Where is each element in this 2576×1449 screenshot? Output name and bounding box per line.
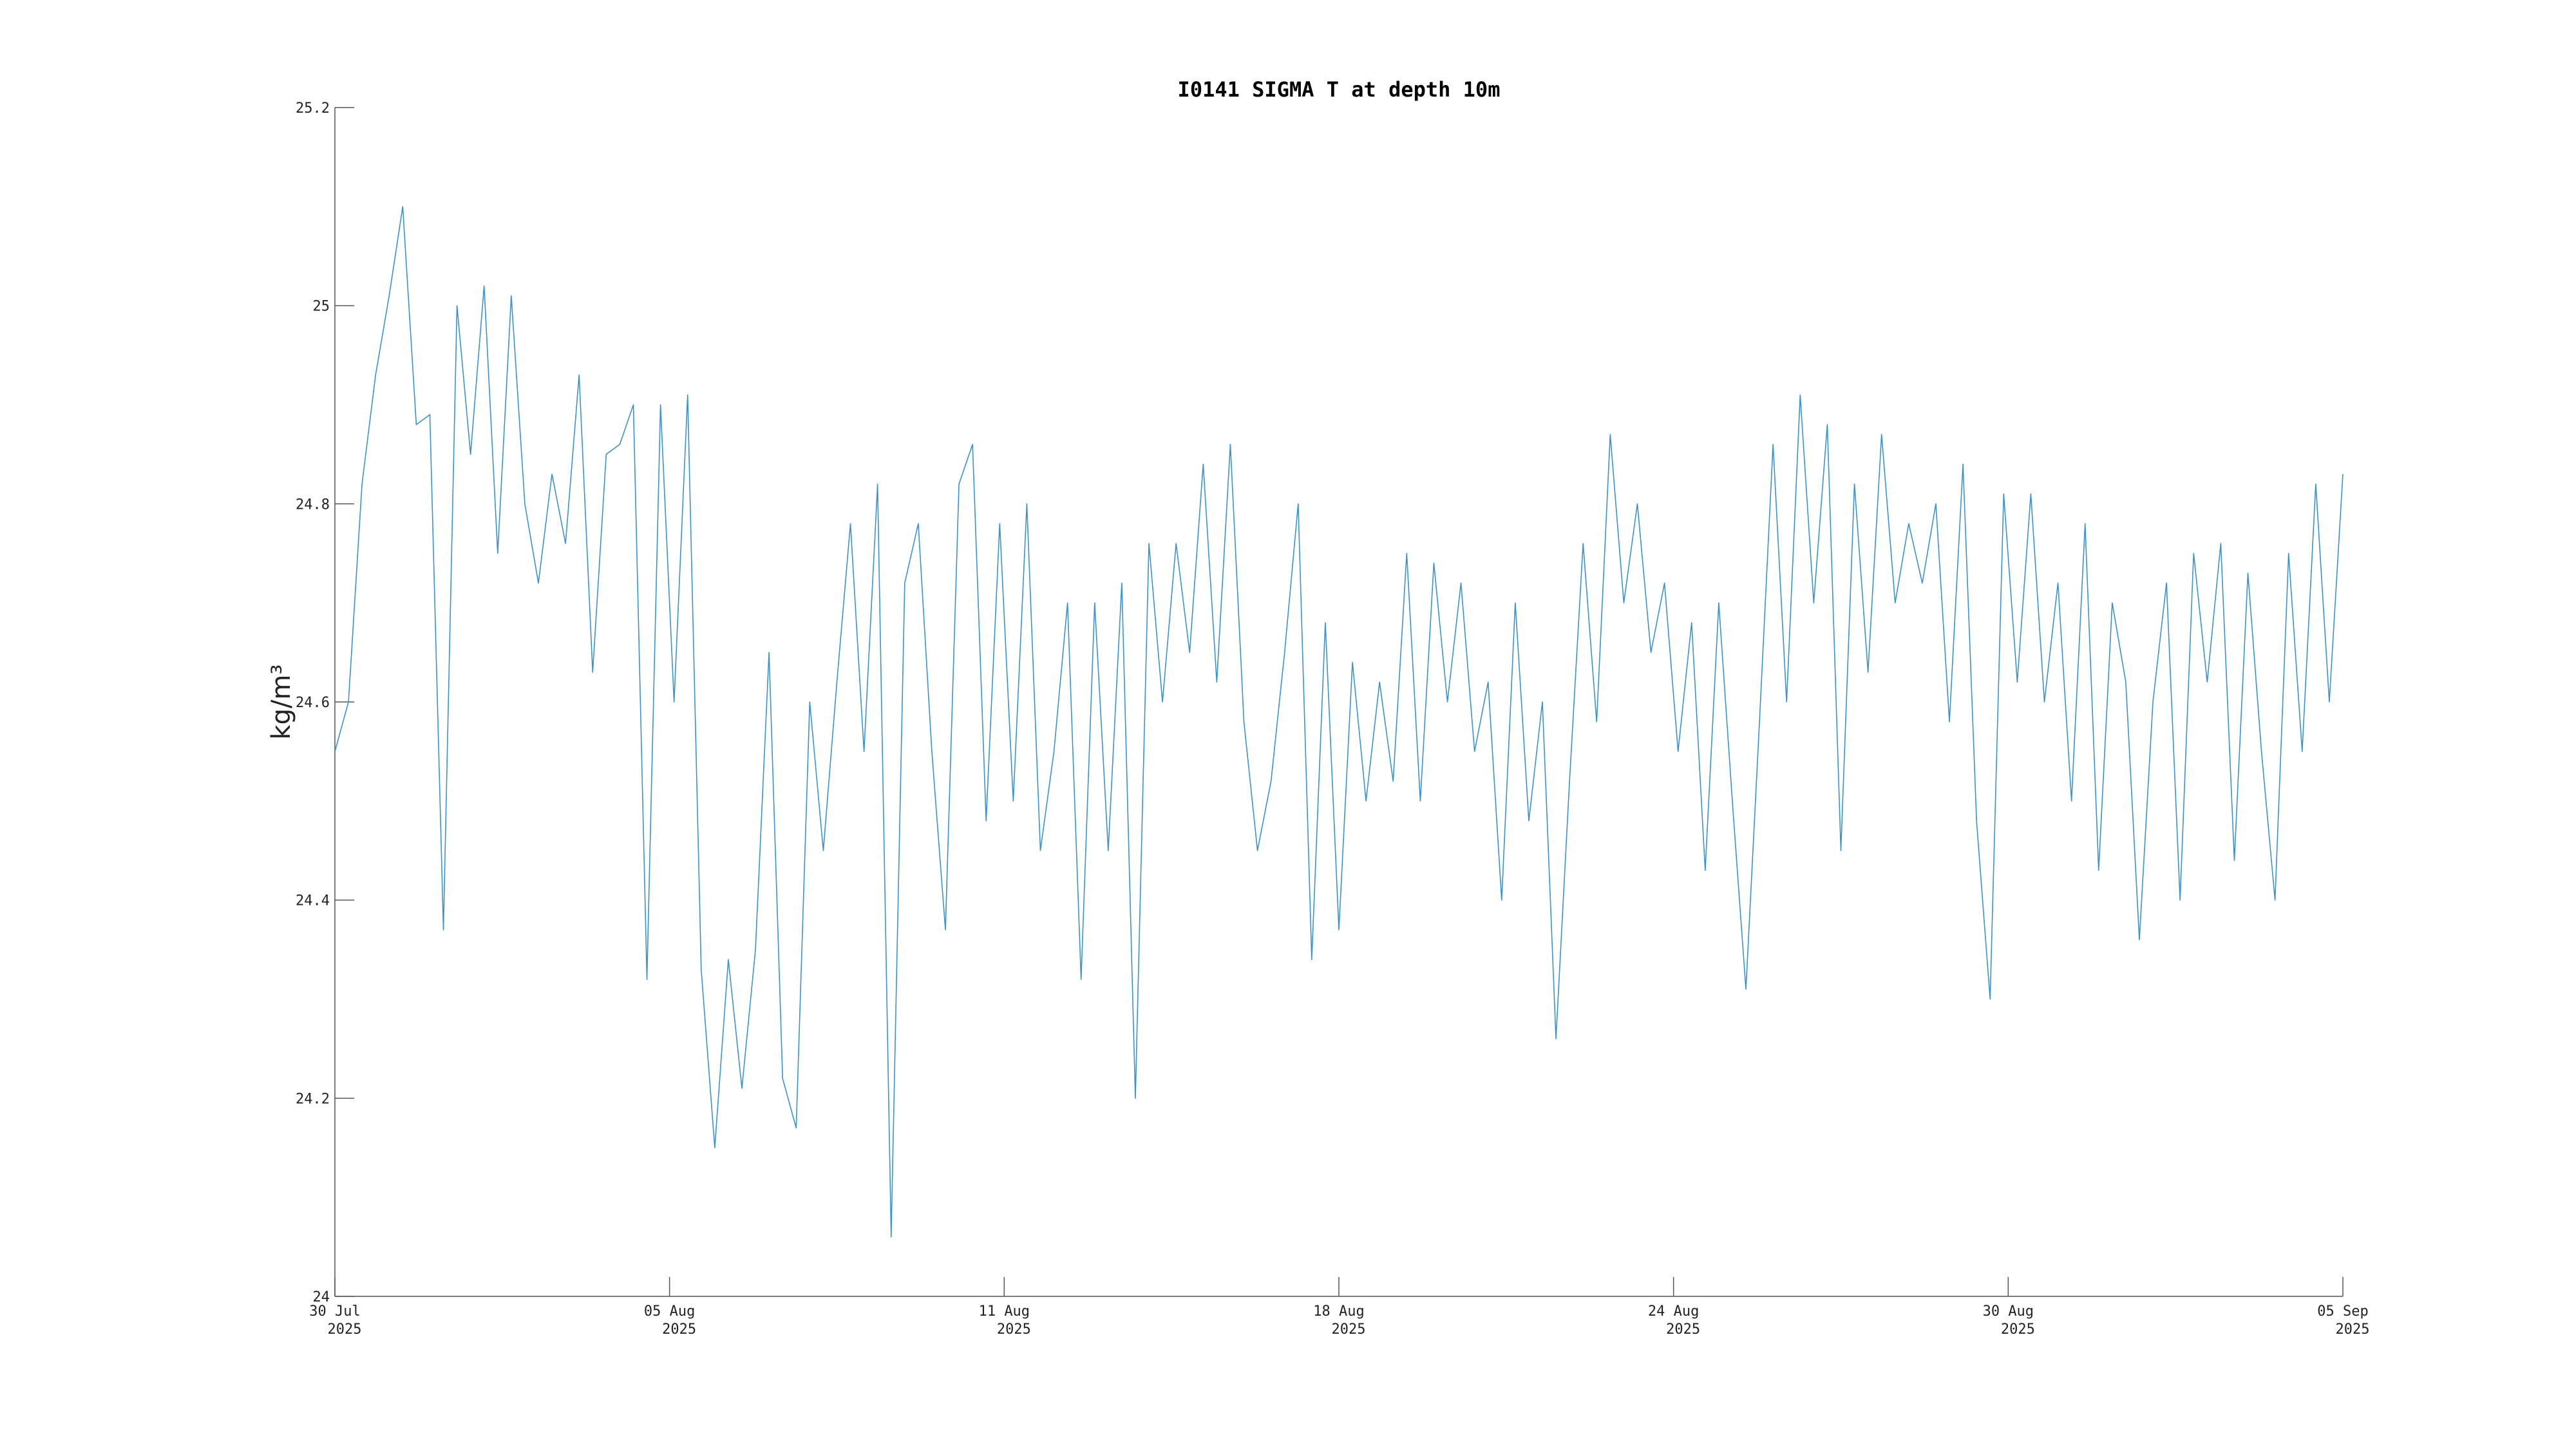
y-tick-label: 24.2 (296, 1091, 330, 1107)
y-tick-label: 24 (313, 1289, 330, 1305)
data-line (334, 206, 2344, 1238)
y-tick-label: 25 (313, 299, 330, 315)
y-tick-label: 24.8 (296, 497, 330, 513)
y-axis-label: kg/m³ (267, 664, 296, 739)
y-tick-label: 24.4 (296, 893, 330, 909)
chart-title: I0141 SIGMA T at depth 10m (1178, 77, 1501, 102)
x-tick-label: 2025 (997, 1321, 1031, 1338)
x-tick-label: 05 Sep (2317, 1303, 2368, 1320)
y-tick-label: 24.6 (296, 695, 330, 711)
x-tick-label: 2025 (2336, 1321, 2370, 1338)
x-tick-label: 2025 (2001, 1321, 2035, 1338)
x-tick-label: 11 Aug (979, 1303, 1030, 1320)
x-tick-label: 2025 (1332, 1321, 1366, 1338)
x-tick-label: 30 Aug (1983, 1303, 2034, 1320)
x-tick-label: 2025 (662, 1321, 696, 1338)
x-tick-label: 30 Jul (309, 1303, 360, 1320)
y-tick-label: 25.2 (296, 100, 330, 117)
x-tick-label: 2025 (1666, 1321, 1700, 1338)
x-tick-label: 24 Aug (1648, 1303, 1699, 1320)
x-tick-label: 2025 (328, 1321, 362, 1338)
x-tick-label: 18 Aug (1313, 1303, 1364, 1320)
x-tick-label: 05 Aug (644, 1303, 695, 1320)
